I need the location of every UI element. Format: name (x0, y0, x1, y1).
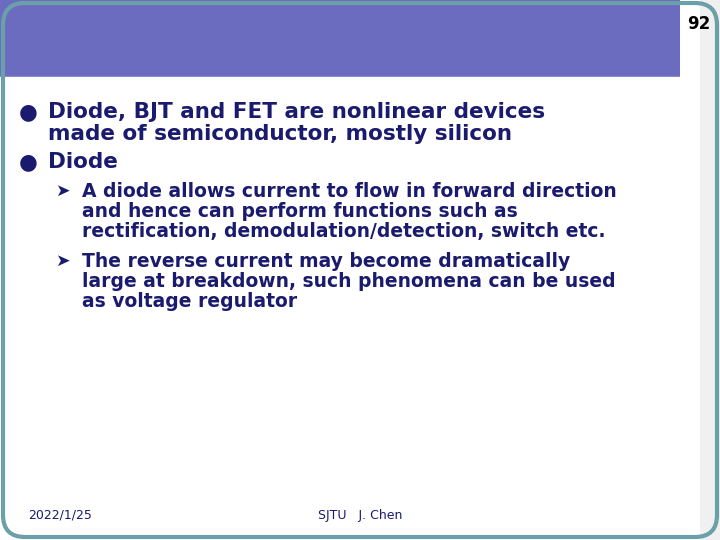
Text: Diode, BJT and FET are nonlinear devices: Diode, BJT and FET are nonlinear devices (48, 102, 545, 122)
Text: 2022/1/25: 2022/1/25 (28, 509, 92, 522)
Text: ➤: ➤ (55, 182, 69, 200)
FancyBboxPatch shape (0, 0, 670, 78)
Text: SJTU   J. Chen: SJTU J. Chen (318, 509, 402, 522)
Text: 92: 92 (687, 15, 710, 33)
Text: A diode allows current to flow in forward direction: A diode allows current to flow in forwar… (82, 182, 617, 201)
Text: large at breakdown, such phenomena can be used: large at breakdown, such phenomena can b… (82, 272, 616, 291)
Text: ●: ● (19, 102, 37, 122)
Text: ●: ● (19, 152, 37, 172)
Text: Diode: Diode (48, 152, 118, 172)
Text: made of semiconductor, mostly silicon: made of semiconductor, mostly silicon (48, 124, 512, 144)
FancyBboxPatch shape (0, 0, 700, 540)
Text: as voltage regulator: as voltage regulator (82, 292, 297, 311)
Text: rectification, demodulation/detection, switch etc.: rectification, demodulation/detection, s… (82, 222, 606, 241)
Text: The reverse current may become dramatically: The reverse current may become dramatica… (82, 252, 570, 271)
Text: and hence can perform functions such as: and hence can perform functions such as (82, 202, 518, 221)
Text: ➤: ➤ (55, 252, 69, 270)
Bar (0, 0, 680, 78)
